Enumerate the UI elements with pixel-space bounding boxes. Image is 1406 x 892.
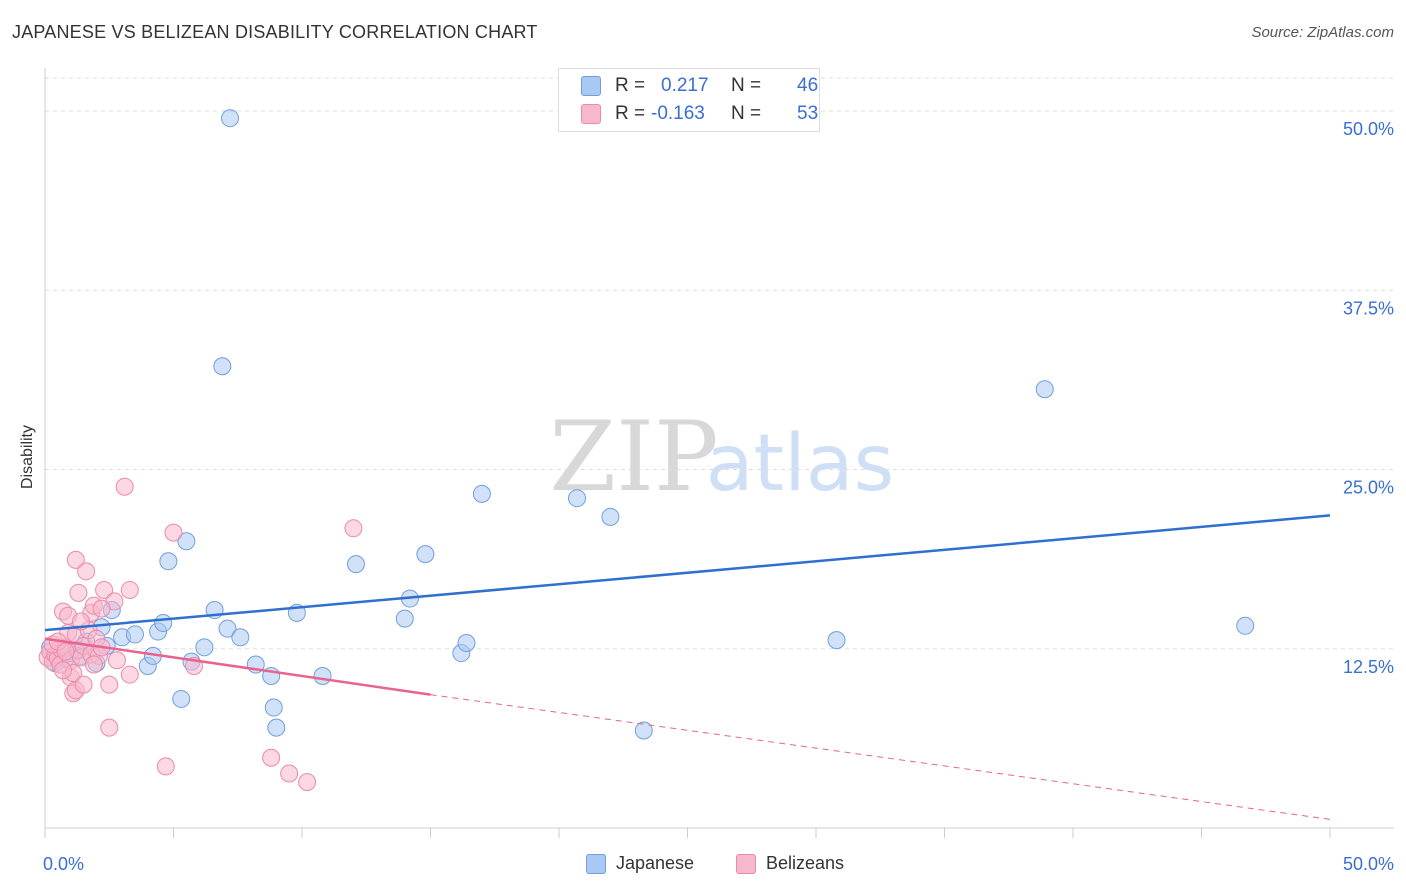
belizeans-point [115,477,134,496]
japanese-point [267,718,286,737]
belizeans-point [280,764,299,783]
belizeans-point [56,642,75,661]
n-value-japanese: 46 [797,75,819,96]
japanese-legend-label: Japanese [616,853,695,873]
n-label-belizeans: N = [731,103,762,124]
belizeans-point [95,580,114,599]
belizeans-point [262,748,281,767]
belizeans-trend-extension [430,694,1331,820]
y-tick-label: 25.0% [1343,478,1394,498]
japanese-point [472,484,491,503]
belizeans-point [100,718,119,737]
r-value-belizeans: -0.163 [651,103,705,124]
belizeans-point [92,599,111,618]
belizeans-point [120,580,139,599]
r-label-japanese: R = [615,75,646,96]
belizeans-point [164,523,183,542]
legend-stats: R = 0.217 N = 46 R = -0.163 N = 53 [558,68,820,132]
japanese-point [395,609,414,628]
belizeans-legend-swatch [736,854,756,874]
japanese-point [313,667,332,685]
belizeans-point [156,757,175,776]
belizeans-legend-label: Belizeans [766,853,845,873]
japanese-point [195,638,214,657]
japanese-point [601,507,620,526]
japanese-point [567,489,586,508]
japanese-point [177,532,196,551]
belizeans-point [74,675,93,694]
belizeans-point [53,661,72,680]
belizeans-trend-line [44,637,431,696]
belizeans-point [107,651,126,670]
r-label-belizeans: R = [615,103,646,124]
belizeans-point [84,655,103,674]
japanese-point [154,613,173,632]
japanese-point [264,698,283,717]
source-label: Source: ZipAtlas.com [1251,24,1394,41]
belizeans-point [120,665,139,684]
belizeans-swatch [581,104,601,124]
y-tick-label: 50.0% [1343,119,1394,139]
x-tick-label-min: 0.0% [43,854,84,874]
japanese-point [231,628,250,647]
japanese-point [218,619,237,638]
belizeans-point [66,550,85,569]
belizeans-point [69,583,88,602]
japanese-legend-swatch [586,854,606,874]
japanese-trend-line [44,514,1331,632]
y-tick-label: 37.5% [1343,298,1394,318]
japanese-point [159,552,178,571]
r-value-japanese: 0.217 [661,75,709,96]
x-tick-label-max: 50.0% [1343,854,1394,874]
y-tick-label: 12.5% [1343,657,1394,677]
belizeans-point [344,519,363,538]
japanese-point [416,545,435,564]
japanese-point [346,555,365,574]
japanese-point [172,689,191,708]
japanese-point [221,109,240,128]
n-value-belizeans: 53 [797,103,819,124]
japanese-point [634,721,653,740]
japanese-point [1236,616,1255,635]
watermark-atlas: atlas [706,419,895,509]
belizeans-point [298,773,317,792]
chart-title: JAPANESE VS BELIZEAN DISABILITY CORRELAT… [12,22,538,42]
japanese-swatch [581,76,601,96]
japanese-point [213,357,232,376]
belizeans-point [100,675,119,694]
japanese-point [827,631,846,650]
n-label-japanese: N = [731,75,762,96]
japanese-point [457,634,476,653]
japanese-point [125,625,144,644]
belizeans-point [77,562,96,581]
japanese-point [1035,380,1054,399]
